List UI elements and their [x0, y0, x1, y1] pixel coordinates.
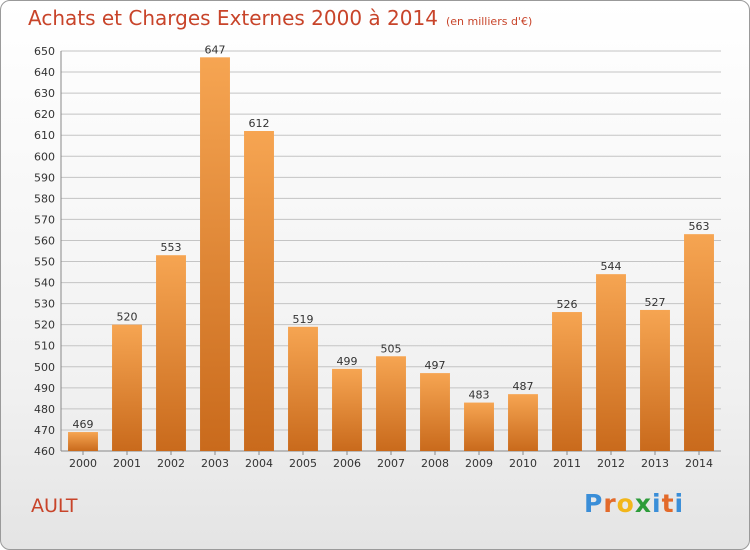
data-label: 544 [601, 260, 622, 273]
data-label: 497 [425, 359, 446, 372]
data-label: 469 [73, 418, 94, 431]
data-label: 487 [513, 380, 534, 393]
data-label: 612 [249, 117, 270, 130]
bar [596, 274, 626, 451]
data-label: 483 [469, 389, 490, 402]
title-unit: (en milliers d'€) [445, 15, 533, 28]
bar [332, 368, 362, 451]
y-tick-label: 470 [34, 424, 55, 437]
title-text: Achats et Charges Externes 2000 à 2014 [28, 6, 438, 30]
x-tick-label: 2006 [333, 457, 361, 470]
chart-title: Achats et Charges Externes 2000 à 2014 (e… [28, 6, 532, 30]
bar [288, 326, 318, 451]
y-tick-label: 530 [34, 298, 55, 311]
bar [68, 432, 98, 451]
x-tick-label: 2002 [157, 457, 185, 470]
bar [640, 309, 670, 451]
y-tick-label: 630 [34, 87, 55, 100]
data-label: 519 [293, 313, 314, 326]
y-tick-label: 480 [34, 403, 55, 416]
data-label: 499 [337, 355, 358, 368]
x-tick-label: 2003 [201, 457, 229, 470]
y-tick-label: 570 [34, 213, 55, 226]
commune-name: AULT [31, 495, 78, 517]
logo-letter: i [674, 489, 685, 518]
logo-letter: r [603, 489, 617, 518]
bar [508, 394, 538, 451]
bar [200, 57, 230, 451]
y-tick-label: 560 [34, 234, 55, 247]
data-label: 505 [381, 342, 402, 355]
x-tick-label: 2010 [509, 457, 537, 470]
data-label: 563 [689, 220, 710, 233]
bar [552, 312, 582, 451]
logo-letter: o [616, 489, 635, 518]
x-tick-label: 2001 [113, 457, 141, 470]
bar [156, 255, 186, 451]
proxiti-logo: Proxiti [584, 489, 684, 518]
data-label: 526 [557, 298, 578, 311]
y-tick-label: 640 [34, 66, 55, 79]
bar [376, 356, 406, 451]
logo-letter: i [652, 489, 662, 518]
logo-letter: x [634, 489, 652, 518]
y-tick-label: 580 [34, 192, 55, 205]
logo-letter: P [584, 489, 604, 518]
y-tick-label: 650 [34, 45, 55, 58]
y-tick-label: 550 [34, 256, 55, 269]
x-tick-label: 2004 [245, 457, 273, 470]
y-tick-label: 460 [34, 445, 55, 458]
data-label: 553 [161, 241, 182, 254]
x-tick-label: 2013 [641, 457, 669, 470]
x-tick-label: 2011 [553, 457, 581, 470]
y-tick-label: 620 [34, 108, 55, 121]
bar [420, 373, 450, 451]
bar [684, 234, 714, 451]
x-tick-label: 2014 [685, 457, 713, 470]
y-tick-label: 540 [34, 277, 55, 290]
logo-letter: t [661, 489, 675, 518]
bar [244, 131, 274, 451]
data-label: 527 [645, 296, 666, 309]
x-tick-label: 2005 [289, 457, 317, 470]
y-tick-label: 610 [34, 129, 55, 142]
data-label: 647 [205, 43, 226, 56]
y-tick-label: 590 [34, 171, 55, 184]
x-tick-label: 2012 [597, 457, 625, 470]
data-label: 520 [117, 311, 138, 324]
x-tick-label: 2007 [377, 457, 405, 470]
x-tick-label: 2008 [421, 457, 449, 470]
y-tick-label: 500 [34, 361, 55, 374]
bar [112, 324, 142, 451]
y-tick-label: 520 [34, 319, 55, 332]
y-tick-label: 490 [34, 382, 55, 395]
bar [464, 402, 494, 451]
x-tick-label: 2009 [465, 457, 493, 470]
x-tick-label: 2000 [69, 457, 97, 470]
y-tick-label: 600 [34, 150, 55, 163]
y-tick-label: 510 [34, 340, 55, 353]
